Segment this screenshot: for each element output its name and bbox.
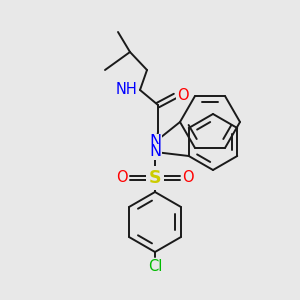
Text: O: O xyxy=(177,88,189,104)
Text: O: O xyxy=(182,170,194,185)
Text: NH: NH xyxy=(115,82,137,98)
Text: Cl: Cl xyxy=(148,259,162,274)
Text: N: N xyxy=(149,145,161,160)
Text: N: N xyxy=(149,134,161,149)
Text: O: O xyxy=(116,170,128,185)
Text: S: S xyxy=(149,169,161,187)
